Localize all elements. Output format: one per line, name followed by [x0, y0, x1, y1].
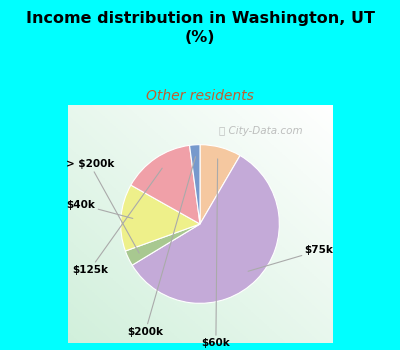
Wedge shape [132, 155, 279, 303]
Wedge shape [126, 224, 200, 265]
Text: Income distribution in Washington, UT
(%): Income distribution in Washington, UT (%… [26, 10, 374, 45]
Text: $125k: $125k [72, 168, 162, 275]
Wedge shape [190, 145, 200, 224]
Wedge shape [200, 145, 240, 224]
Text: $40k: $40k [66, 199, 133, 218]
Text: Other residents: Other residents [146, 89, 254, 103]
Text: > $200k: > $200k [66, 159, 139, 253]
Text: $60k: $60k [202, 159, 230, 348]
Text: ⓘ City-Data.com: ⓘ City-Data.com [219, 126, 303, 135]
Wedge shape [121, 185, 200, 251]
Text: $200k: $200k [127, 157, 196, 337]
Wedge shape [131, 145, 200, 224]
Text: $75k: $75k [248, 245, 334, 271]
